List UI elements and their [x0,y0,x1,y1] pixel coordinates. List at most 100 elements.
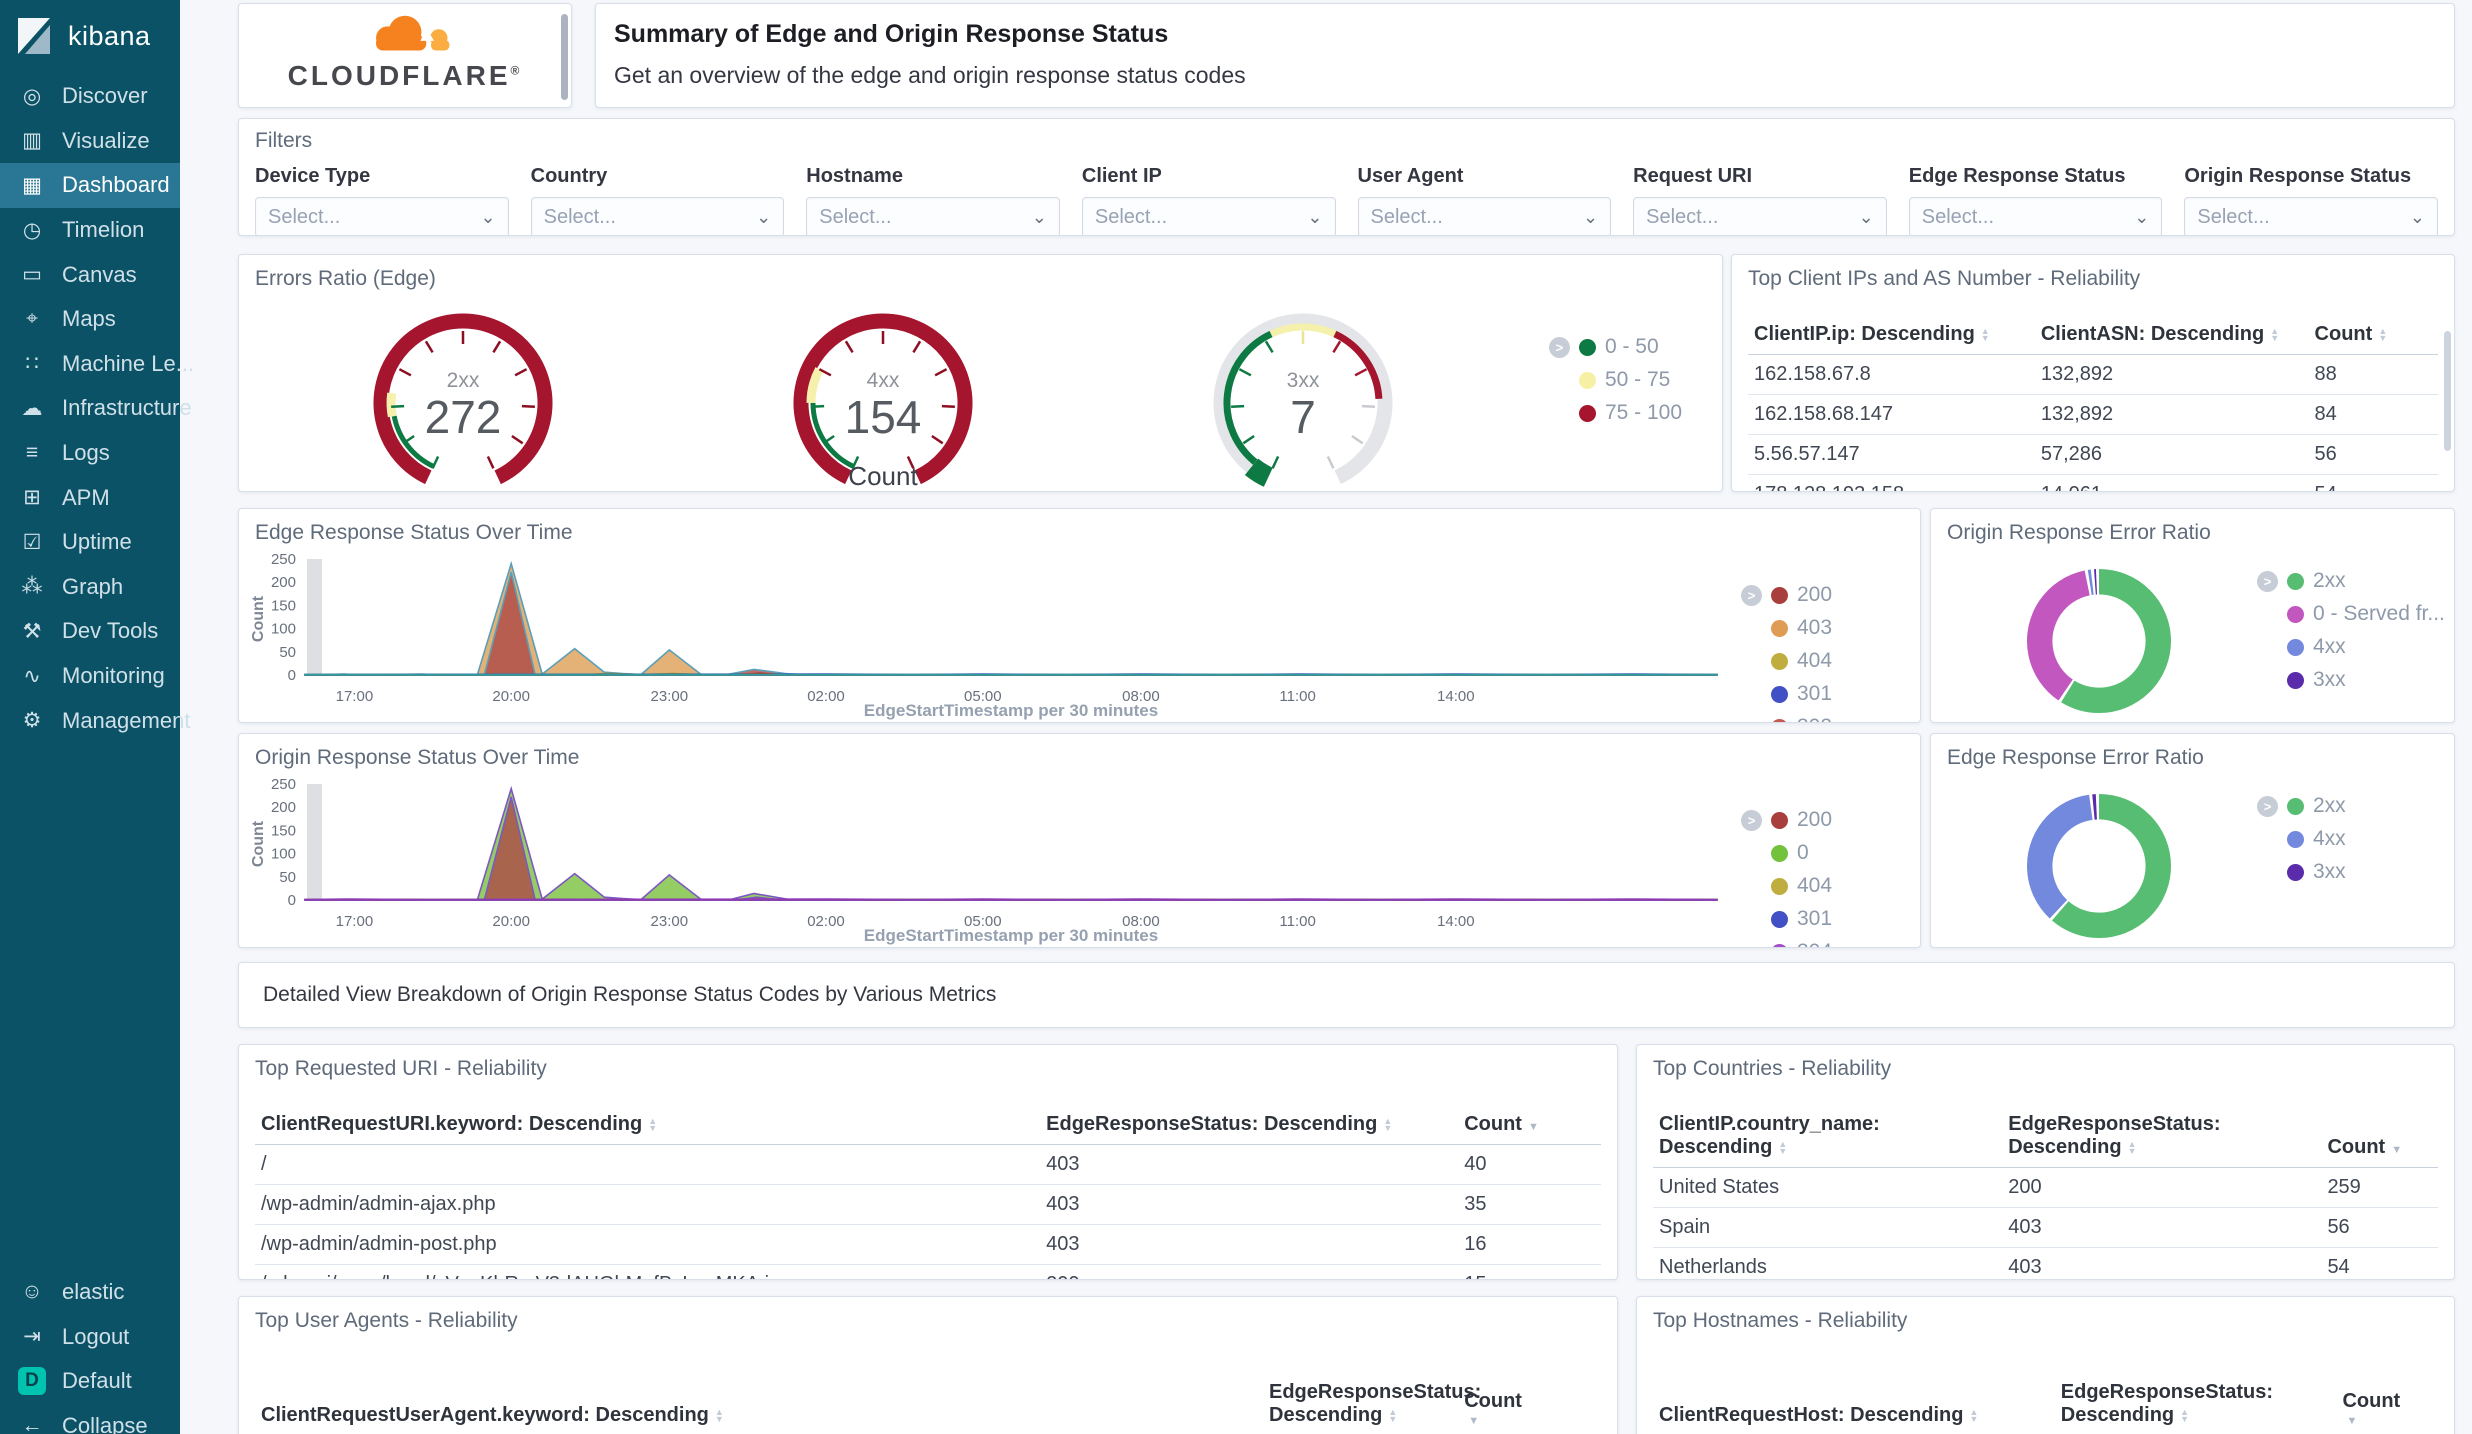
legend-expand-icon[interactable]: > [2257,795,2278,817]
sidebar-item-uptime[interactable]: ☑ Uptime [0,520,180,565]
legend-item-200[interactable]: >200 [1741,808,1832,832]
legend-item-2xx[interactable]: >2xx [2257,569,2445,593]
column-header[interactable]: EdgeResponseStatus: Descending ▲ ▼ [2054,1373,2337,1434]
sidebar-item-discover[interactable]: ◎ Discover [0,74,180,119]
table-cell: / [255,1144,1041,1185]
sort-icon: ▲ ▼ [714,1406,724,1424]
chevron-down-icon: ⌄ [1858,206,1874,227]
sidebar-item-graph[interactable]: ⁂ Graph [0,565,180,610]
filter-select[interactable]: Select... ⌄ [530,197,785,235]
sidebar-item-collapse[interactable]: ← Collapse [0,1403,180,1434]
legend-item-0-50[interactable]: >0 - 50 [1548,335,1682,359]
column-header[interactable]: Count ▼ [2321,1105,2438,1168]
sidebar-item-dev-tools[interactable]: ⚒ Dev Tools [0,609,180,654]
legend-expand-icon[interactable]: > [1741,809,1762,831]
top-client-ips-panel: Top Client IPs and AS Number - Reliabili… [1731,254,2455,492]
column-header[interactable]: Count ▼ [1458,1373,1601,1434]
filter-device-type: Device Type Select... ⌄ [255,165,509,235]
column-header[interactable]: Count ▼ [2336,1373,2438,1434]
column-header[interactable]: EdgeResponseStatus: Descending ▲ ▼ [1040,1105,1459,1145]
column-header[interactable]: ClientASN: Descending ▲ ▼ [2034,315,2309,355]
legend-label: 304 [1797,940,1832,947]
sidebar-item-timelion[interactable]: ◷ Timelion [0,208,180,253]
legend-expand-icon[interactable]: > [1741,584,1762,606]
sidebar-item-apm[interactable]: ⊞ APM [0,475,180,520]
column-header[interactable]: Count ▲ ▼ [2308,315,2438,355]
sidebar-item-maps[interactable]: ⌖ Maps [0,297,180,342]
column-header[interactable]: Count ▼ [1458,1105,1601,1145]
sidebar-item-dashboard[interactable]: ▦ Dashboard [0,163,180,208]
legend-item-0[interactable]: 0 [1771,841,1832,865]
kibana-logo-icon [18,18,50,54]
collapse-icon: ← [21,1413,43,1434]
column-header[interactable]: EdgeResponseStatus: Descending ▲ ▼ [1263,1373,1481,1434]
legend-item-404[interactable]: 404 [1771,649,1832,673]
filter-select[interactable]: Select... ⌄ [806,197,1060,235]
sidebar-item-label: Logs [62,440,110,466]
table-cell: 132,892 [2034,394,2309,435]
filter-select[interactable]: Select... ⌄ [1081,197,1336,235]
legend-item-301[interactable]: 301 [1771,682,1832,706]
filter-select[interactable]: Select... ⌄ [255,197,509,235]
legend-item-4xx[interactable]: 4xx [2287,827,2346,851]
sidebar-item-label: Maps [62,306,116,332]
scrollbar[interactable] [2444,331,2451,451]
legend-item-3xx[interactable]: 3xx [2287,668,2445,692]
table-cell: 57,286 [2034,434,2309,475]
sidebar-item-user[interactable]: ☺ elastic [0,1270,180,1315]
legend-item-200[interactable]: >200 [1741,583,1832,607]
column-header[interactable]: ClientRequestURI.keyword: Descending ▲ ▼ [255,1105,1041,1145]
column-header[interactable]: ClientIP.ip: Descending ▲ ▼ [1748,315,2035,355]
table-cell: 56 [2308,434,2438,475]
svg-text:05:00: 05:00 [964,913,1002,930]
svg-text:Count: Count [250,595,267,642]
sidebar-item-monitoring[interactable]: ∿ Monitoring [0,654,180,699]
sidebar-item-logs[interactable]: ≡ Logs [0,431,180,476]
filter-select[interactable]: Select... ⌄ [1633,197,1887,235]
edge-status-over-time-panel: Edge Response Status Over Time 0 50 100 150… [238,508,1921,723]
legend-color-dot [2287,797,2304,815]
legend-color-dot [2287,863,2304,881]
legend-color-dot [1771,877,1788,895]
filter-select[interactable]: Select... ⌄ [1908,197,2163,235]
column-header[interactable]: EdgeResponseStatus: Descending ▲ ▼ [2002,1105,2322,1168]
legend-item-2xx[interactable]: >2xx [2257,794,2346,818]
svg-text:4xx: 4xx [867,369,900,392]
legend-item-4xx[interactable]: 4xx [2287,635,2445,659]
sidebar-item-visualize[interactable]: ▥ Visualize [0,119,180,164]
legend-item-403[interactable]: 403 [1771,616,1832,640]
filter-select[interactable]: Select... ⌄ [1357,197,1612,235]
svg-text:EdgeStartTimestamp per 30 minu: EdgeStartTimestamp per 30 minutes [864,926,1158,945]
sidebar-item-logout[interactable]: ⇥ Logout [0,1314,180,1359]
legend-item-302[interactable]: 302 [1771,715,1832,722]
legend-item-404[interactable]: 404 [1771,874,1832,898]
sidebar-item-label: Machine Le... [62,350,195,376]
legend-label: 0 - 50 [1604,335,1659,358]
legend-expand-icon[interactable]: > [1548,336,1570,358]
legend-color-dot [2287,572,2304,590]
sidebar-item-canvas[interactable]: ▭ Canvas [0,252,180,297]
table-cell: 403 [2002,1247,2322,1279]
filter-select[interactable]: Select... ⌄ [2184,197,2438,235]
scrollbar[interactable] [561,14,568,100]
legend-expand-icon[interactable]: > [2257,570,2278,592]
panel-title: Edge Response Error Ratio [1947,746,2204,769]
column-header[interactable]: ClientRequestHost: Descending ▲ ▼ [1653,1373,2055,1434]
legend-item-301[interactable]: 301 [1771,907,1832,931]
legend-item-50-75[interactable]: 50 - 75 [1578,368,1682,392]
sidebar-item-management[interactable]: ⚙ Management [0,698,191,743]
sidebar-item-space-default[interactable]: D Default [0,1359,180,1404]
legend-item-304[interactable]: 304 [1771,940,1832,947]
column-header[interactable]: ClientRequestUserAgent.keyword: Descendi… [255,1373,1263,1434]
svg-text:08:00: 08:00 [1122,688,1160,705]
sidebar-item-infrastructure[interactable]: ☁ Infrastructure [0,386,192,431]
space-default-icon: D [18,1367,46,1396]
kibana-logo[interactable]: kibana [0,0,180,74]
sidebar-item-machine-learning[interactable]: ∷ Machine Le... [0,342,194,387]
column-header[interactable]: ClientIP.country_name: Descending ▲ ▼ [1653,1105,2003,1168]
legend-label: 2xx [2313,569,2346,592]
legend-item-75-100[interactable]: 75 - 100 [1578,401,1682,425]
legend-item-0-served-fr-[interactable]: 0 - Served fr... [2287,602,2445,626]
legend-item-3xx[interactable]: 3xx [2287,860,2346,884]
dashboard-subtitle: Get an overview of the edge and origin r… [614,62,1246,88]
